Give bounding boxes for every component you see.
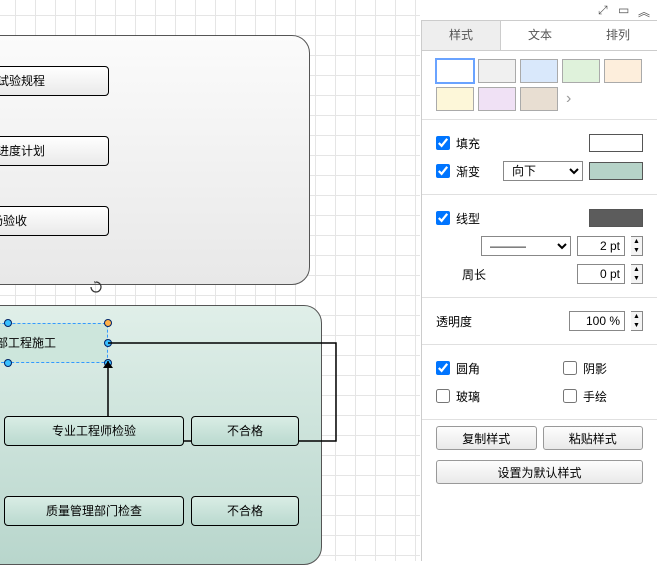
tab-arrange[interactable]: 排列 [579,21,657,50]
flow-node[interactable]: ☆收进度计划 [0,136,109,166]
stroke-width-input[interactable] [577,236,625,256]
perimeter-label: 周长 [462,266,486,283]
gradient-direction-select[interactable]: 向下 [503,161,583,181]
perimeter-input[interactable] [577,264,625,284]
tab-style[interactable]: 样式 [422,21,501,50]
swatch[interactable] [436,59,474,83]
opacity-input[interactable] [569,311,625,331]
flow-node[interactable]: 专业工程师检验 [4,416,184,446]
gradient-label: 渐变 [456,163,480,180]
expand-icon[interactable]: ▭ [618,3,632,17]
swatch[interactable] [604,59,642,83]
stroke-width-stepper[interactable]: ▲▼ [631,236,643,256]
perimeter-stepper[interactable]: ▲▼ [631,264,643,284]
stroke-label: 线型 [456,210,480,227]
node-label: ☆收进度计划 [0,144,45,158]
rounded-checkbox[interactable] [436,361,450,375]
more-colors-icon[interactable]: › [566,90,576,108]
sketch-checkbox[interactable] [563,389,577,403]
swatch[interactable] [562,59,600,83]
fullscreen-icon[interactable]: ⤢ [598,3,612,17]
swatch[interactable] [520,59,558,83]
swatch[interactable] [478,87,516,111]
stroke-style-select[interactable]: ——— [481,236,571,256]
set-default-style-button[interactable]: 设置为默认样式 [436,460,643,484]
fill-label: 填充 [456,135,480,152]
stroke-checkbox[interactable] [436,211,450,225]
format-sidebar: 样式 文本 排列 › 填充 渐变 向下 [421,20,657,561]
group-container-b: 分项分部工程施工 专业工程师检验 不合格 质量管理部门检查 不合格 [0,305,322,565]
window-controls: ⤢ ▭ ︽ [598,0,652,20]
node-label: 专业工程师检验 [52,424,136,438]
rounded-label: 圆角 [456,360,480,377]
tabs: 样式 文本 排列 [422,21,657,51]
color-palette: › [436,59,643,111]
group-container-a: ☆和试验规程 ☆收进度计划 场验收 [0,35,310,285]
swatch[interactable] [436,87,474,111]
paste-style-button[interactable]: 粘贴样式 [543,426,644,450]
node-label: 不合格 [227,424,263,438]
node-label: 不合格 [227,504,263,518]
node-label: 场验收 [0,214,27,228]
collapse-icon[interactable]: ︽ [638,3,652,17]
opacity-stepper[interactable]: ▲▼ [631,311,643,331]
swatch[interactable] [478,59,516,83]
rotate-handle-icon[interactable] [90,281,102,293]
canvas[interactable]: ☆和试验规程 ☆收进度计划 场验收 分项分部工程施工 专业工程师检验 不合格 质… [0,0,420,561]
glass-checkbox[interactable] [436,389,450,403]
selected-node[interactable]: 分项分部工程施工 [0,323,108,363]
flow-node[interactable]: 不合格 [191,416,299,446]
tab-text[interactable]: 文本 [501,21,579,50]
shadow-label: 阴影 [583,360,607,377]
node-label: 分项分部工程施工 [0,336,56,350]
opacity-label: 透明度 [436,313,472,330]
copy-style-button[interactable]: 复制样式 [436,426,537,450]
flow-node[interactable]: 质量管理部门检查 [4,496,184,526]
shadow-checkbox[interactable] [563,361,577,375]
fill-color-chip[interactable] [589,134,643,152]
sketch-label: 手绘 [583,388,607,405]
swatch[interactable] [520,87,558,111]
gradient-color-chip[interactable] [589,162,643,180]
glass-label: 玻璃 [456,388,480,405]
node-label: 质量管理部门检查 [46,504,142,518]
node-label: ☆和试验规程 [0,74,45,88]
flow-node[interactable]: ☆和试验规程 [0,66,109,96]
fill-checkbox[interactable] [436,136,450,150]
stroke-color-chip[interactable] [589,209,643,227]
flow-node[interactable]: 场验收 [0,206,109,236]
flow-node[interactable]: 不合格 [191,496,299,526]
gradient-checkbox[interactable] [436,164,450,178]
